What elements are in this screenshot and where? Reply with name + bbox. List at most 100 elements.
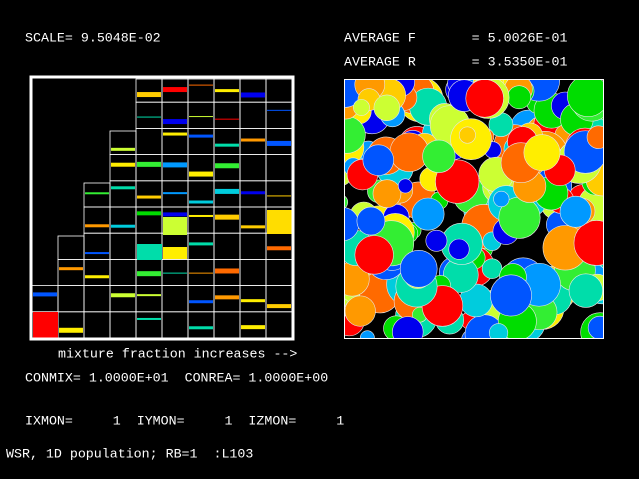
- particle: [488, 323, 509, 338]
- bar: [189, 171, 213, 177]
- particle: [397, 178, 413, 194]
- particle: [353, 99, 370, 116]
- average-r: AVERAGE R = 3.5350E-01: [344, 55, 567, 70]
- particle: [481, 258, 503, 279]
- particle: [345, 295, 376, 327]
- bar: [163, 87, 187, 93]
- bar: [189, 134, 213, 138]
- particle: [392, 316, 424, 338]
- bar: [137, 317, 161, 320]
- constants: CONMIX= 1.0000E+01 CONREA= 1.0000E+00: [25, 371, 328, 386]
- bar: [59, 327, 83, 333]
- bar: [267, 304, 291, 309]
- bar: [241, 299, 265, 303]
- particle: [458, 126, 476, 144]
- bar: [33, 312, 58, 338]
- bar: [137, 244, 162, 260]
- bar: [215, 163, 239, 169]
- particle: [567, 80, 603, 118]
- bar: [241, 225, 265, 229]
- bar: [241, 138, 265, 142]
- bar: [189, 84, 213, 86]
- particle: [493, 190, 510, 208]
- bar: [189, 326, 213, 330]
- bar: [267, 246, 291, 251]
- particle: [465, 80, 504, 118]
- bar: [59, 267, 83, 271]
- bar: [241, 92, 265, 98]
- bar: [137, 116, 161, 118]
- particle: [490, 274, 532, 317]
- bar: [189, 214, 213, 217]
- bar: [241, 325, 265, 330]
- particle: [345, 196, 349, 209]
- bar: [137, 211, 161, 216]
- bar: [163, 217, 187, 235]
- bar: [111, 162, 135, 167]
- particle: [411, 197, 445, 231]
- particle: [586, 125, 603, 149]
- particle: [354, 235, 394, 275]
- bar: [163, 132, 187, 136]
- bar: [85, 224, 109, 228]
- bar: [267, 195, 291, 197]
- bar: [163, 162, 187, 168]
- particle: [373, 94, 401, 122]
- average-f: AVERAGE F = 5.0026E-01: [344, 31, 567, 46]
- bar: [163, 119, 187, 125]
- bar: [267, 109, 291, 111]
- particle: [425, 229, 448, 252]
- particle-border: [344, 79, 604, 339]
- particle: [359, 330, 375, 338]
- bar: [215, 118, 239, 120]
- bar: [163, 192, 187, 195]
- bar: [267, 210, 292, 234]
- particle: [422, 139, 456, 173]
- bar: [215, 188, 239, 194]
- particle: [399, 250, 438, 288]
- bar: [137, 92, 161, 98]
- bar: [163, 272, 187, 274]
- particles: [345, 80, 603, 338]
- bar: [215, 268, 239, 274]
- bar: [33, 292, 57, 297]
- particle: [356, 206, 386, 236]
- bar: [189, 272, 213, 274]
- bar: [163, 212, 187, 217]
- particle: [362, 144, 394, 176]
- bar: [163, 247, 187, 259]
- particle: [372, 179, 402, 208]
- bar: [241, 191, 265, 195]
- bar: [111, 293, 135, 298]
- monitor: IXMON= 1 IYMON= 1 IZMON= 1: [25, 414, 344, 429]
- bar: [215, 214, 239, 220]
- bar: [267, 140, 291, 146]
- panel-border: [29, 75, 295, 341]
- bar: [215, 89, 239, 93]
- footer: WSR, 1D population; RB=1 :L103: [6, 447, 253, 462]
- bar: [111, 147, 135, 151]
- bar: [215, 295, 239, 300]
- bar: [137, 195, 161, 199]
- particle: [507, 85, 532, 110]
- bar: [137, 161, 161, 167]
- bar: [111, 224, 135, 228]
- particle: [559, 195, 592, 228]
- bar: [111, 186, 135, 190]
- bar: [189, 300, 213, 304]
- bar: [85, 192, 109, 195]
- bar: [189, 242, 213, 246]
- particle: [587, 315, 603, 338]
- bar: [85, 252, 109, 255]
- bar: [189, 200, 213, 204]
- bar: [215, 143, 239, 147]
- particle: [448, 238, 470, 260]
- bar: [137, 294, 161, 297]
- bar: [137, 271, 161, 277]
- particle: [573, 220, 603, 266]
- bar: [85, 275, 109, 279]
- particle: [523, 134, 561, 172]
- scale-text: SCALE= 9.5048E-02: [25, 31, 161, 46]
- bar: [189, 116, 213, 118]
